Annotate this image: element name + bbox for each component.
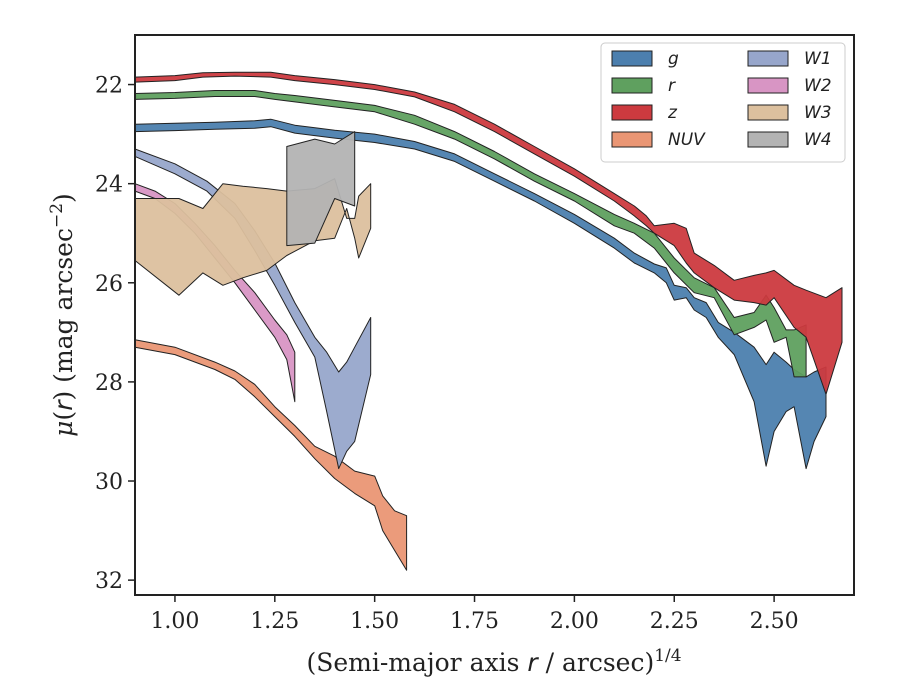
x-tick-label: 1.50 bbox=[350, 609, 399, 634]
x-tick-label: 1.75 bbox=[450, 609, 499, 634]
legend-label-g: g bbox=[668, 49, 679, 69]
y-tick-label: 26 bbox=[95, 272, 123, 297]
x-tick-label: 2.25 bbox=[650, 609, 699, 634]
x-axis: 1.00 1.25 1.50 1.75 2.00 2.25 2.50 bbox=[150, 595, 799, 634]
band-w4 bbox=[286, 131, 356, 247]
y-tick-label: 32 bbox=[95, 569, 123, 594]
legend-swatch-z bbox=[611, 104, 653, 121]
y-axis: 22 24 26 28 30 32 bbox=[95, 74, 135, 594]
y-tick-label: 28 bbox=[95, 371, 123, 396]
x-tick-label: 1.25 bbox=[250, 609, 299, 634]
legend-label-w3: W3 bbox=[804, 103, 832, 123]
legend-swatch-w4 bbox=[747, 131, 789, 148]
x-tick-label: 1.00 bbox=[150, 609, 199, 634]
x-tick-label: 2.00 bbox=[550, 609, 599, 634]
y-tick-label: 22 bbox=[95, 74, 123, 99]
legend-swatch-r bbox=[611, 77, 653, 94]
x-axis-label: (Semi-major axis r / arcsec)1/4 bbox=[306, 646, 681, 677]
band-r bbox=[134, 90, 807, 378]
legend-swatch-w2 bbox=[747, 77, 789, 94]
legend-label-nuv: NUV bbox=[668, 130, 706, 150]
legend-label-w4: W4 bbox=[804, 130, 832, 150]
legend-label-w2: W2 bbox=[804, 76, 832, 96]
legend-swatch-w3 bbox=[747, 104, 789, 121]
y-tick-label: 24 bbox=[95, 173, 123, 198]
legend: grz NUV W1 W2 W3 W4 bbox=[600, 42, 846, 163]
legend-swatch-g bbox=[611, 50, 653, 67]
x-tick-label: 2.50 bbox=[750, 609, 799, 634]
band-g bbox=[134, 118, 827, 470]
legend-label-r: r bbox=[668, 76, 676, 96]
legend-label-z: z bbox=[667, 103, 678, 123]
plot-frame bbox=[134, 34, 855, 596]
legend-swatch-w1 bbox=[747, 50, 789, 67]
band-z bbox=[134, 71, 843, 395]
series-bands bbox=[134, 71, 843, 571]
legend-swatch-nuv bbox=[611, 131, 653, 148]
y-axis-label: μ(r) (mag arcsec−2) bbox=[47, 193, 78, 437]
band-nuv bbox=[134, 339, 408, 571]
legend-label-w1: W1 bbox=[804, 49, 832, 69]
y-tick-label: 30 bbox=[95, 470, 123, 495]
